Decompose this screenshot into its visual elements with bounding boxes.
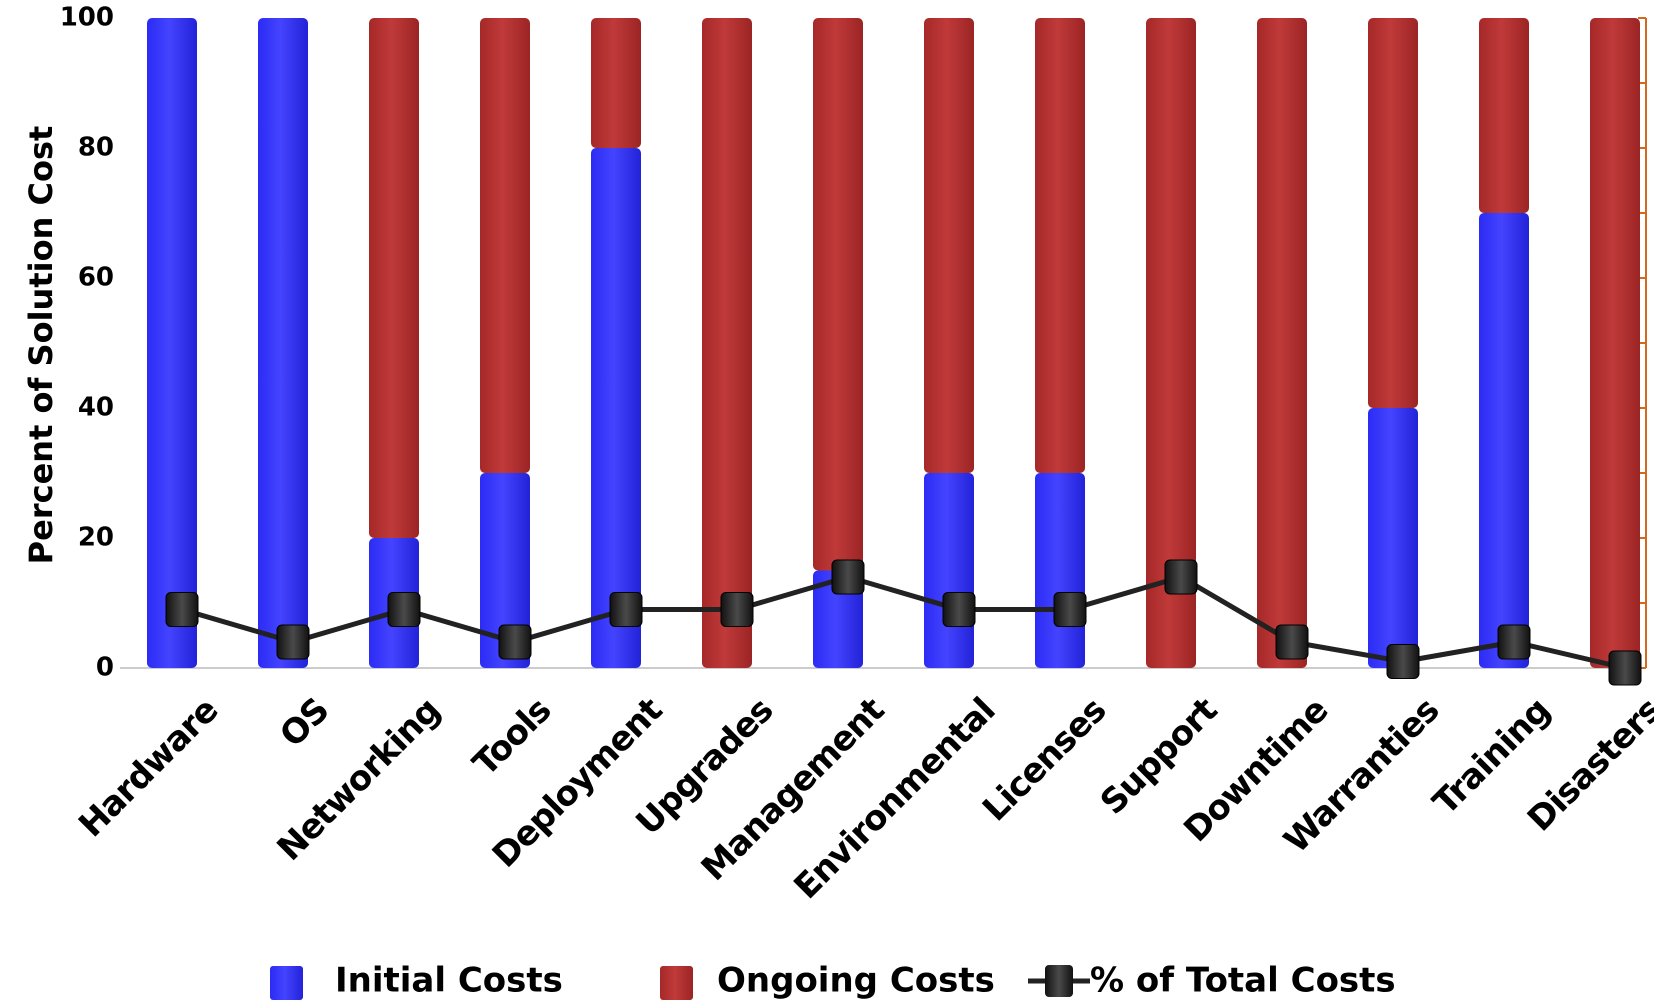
- legend: Initial Costs Ongoing Costs % of Total C…: [270, 961, 1396, 1001]
- total-costs-point-tools: [498, 624, 532, 660]
- category-label-tools: Tools: [465, 691, 559, 785]
- legend-swatch-ongoing-costs: [660, 966, 693, 1000]
- category-label-environmental: Environmental: [786, 691, 1002, 907]
- bar-ongoing-upgrades: [702, 18, 752, 668]
- total-costs-point-support: [1164, 559, 1198, 595]
- legend-marker-total-costs: [1045, 965, 1073, 997]
- legend-item-total-costs: % of Total Costs: [1028, 961, 1396, 1001]
- y-tick-label: 40: [78, 393, 114, 423]
- total-costs-point-environmental: [942, 592, 976, 627]
- bar-ongoing-warranties: [1368, 18, 1418, 408]
- bar-ongoing-licenses: [1035, 18, 1085, 473]
- total-costs-point-training: [1497, 624, 1531, 660]
- legend-swatch-initial-costs: [270, 966, 303, 1000]
- y-axis-ticks: 0 20 40 60 80 100: [60, 3, 114, 683]
- bar-initial-warranties: [1368, 408, 1418, 668]
- bar-initial-tools: [480, 473, 530, 668]
- y-tick-label: 20: [78, 523, 114, 553]
- bar-ongoing-training: [1479, 18, 1529, 213]
- total-costs-point-licenses: [1053, 592, 1087, 627]
- category-label-licenses: Licenses: [975, 691, 1114, 830]
- total-costs-line-layer: [165, 559, 1642, 686]
- total-costs-point-deployment: [609, 592, 643, 627]
- bar-initial-environmental: [924, 473, 974, 668]
- bar-ongoing-environmental: [924, 18, 974, 473]
- bar-ongoing-disasters: [1590, 18, 1640, 668]
- bar-initial-licenses: [1035, 473, 1085, 668]
- bar-initial-os: [258, 18, 308, 668]
- total-costs-point-upgrades: [720, 592, 754, 627]
- total-costs-point-hardware: [165, 592, 199, 627]
- bars-layer: [147, 18, 1640, 668]
- bar-ongoing-management: [813, 18, 863, 571]
- category-label-hardware: Hardware: [71, 691, 226, 846]
- y-axis-label: Percent of Solution Cost: [22, 126, 60, 565]
- bar-ongoing-networking: [369, 18, 419, 538]
- total-costs-point-disasters: [1608, 650, 1642, 686]
- bar-ongoing-deployment: [591, 18, 641, 148]
- total-costs-point-os: [276, 624, 310, 660]
- total-costs-point-warranties: [1386, 644, 1420, 679]
- legend-label-ongoing-costs: Ongoing Costs: [717, 961, 995, 1001]
- bar-ongoing-tools: [480, 18, 530, 473]
- bar-initial-training: [1479, 213, 1529, 668]
- y-tick-label: 60: [78, 263, 114, 293]
- legend-item-ongoing-costs: Ongoing Costs: [660, 961, 995, 1001]
- y-tick-label: 80: [78, 133, 114, 163]
- bar-initial-management: [813, 570, 863, 668]
- bar-ongoing-support: [1146, 18, 1196, 668]
- bar-initial-deployment: [591, 148, 641, 668]
- legend-item-initial-costs: Initial Costs: [270, 961, 563, 1001]
- y-tick-label: 100: [60, 3, 114, 33]
- total-costs-point-downtime: [1275, 624, 1309, 660]
- total-costs-line: [181, 574, 1626, 671]
- legend-label-initial-costs: Initial Costs: [335, 961, 563, 1001]
- category-label-os: OS: [272, 691, 337, 756]
- total-costs-point-networking: [387, 592, 421, 627]
- bar-initial-hardware: [147, 18, 197, 668]
- total-costs-point-management: [831, 559, 865, 595]
- y-tick-label: 0: [96, 653, 114, 683]
- legend-label-total-costs: % of Total Costs: [1090, 961, 1396, 1001]
- bar-ongoing-downtime: [1257, 18, 1307, 668]
